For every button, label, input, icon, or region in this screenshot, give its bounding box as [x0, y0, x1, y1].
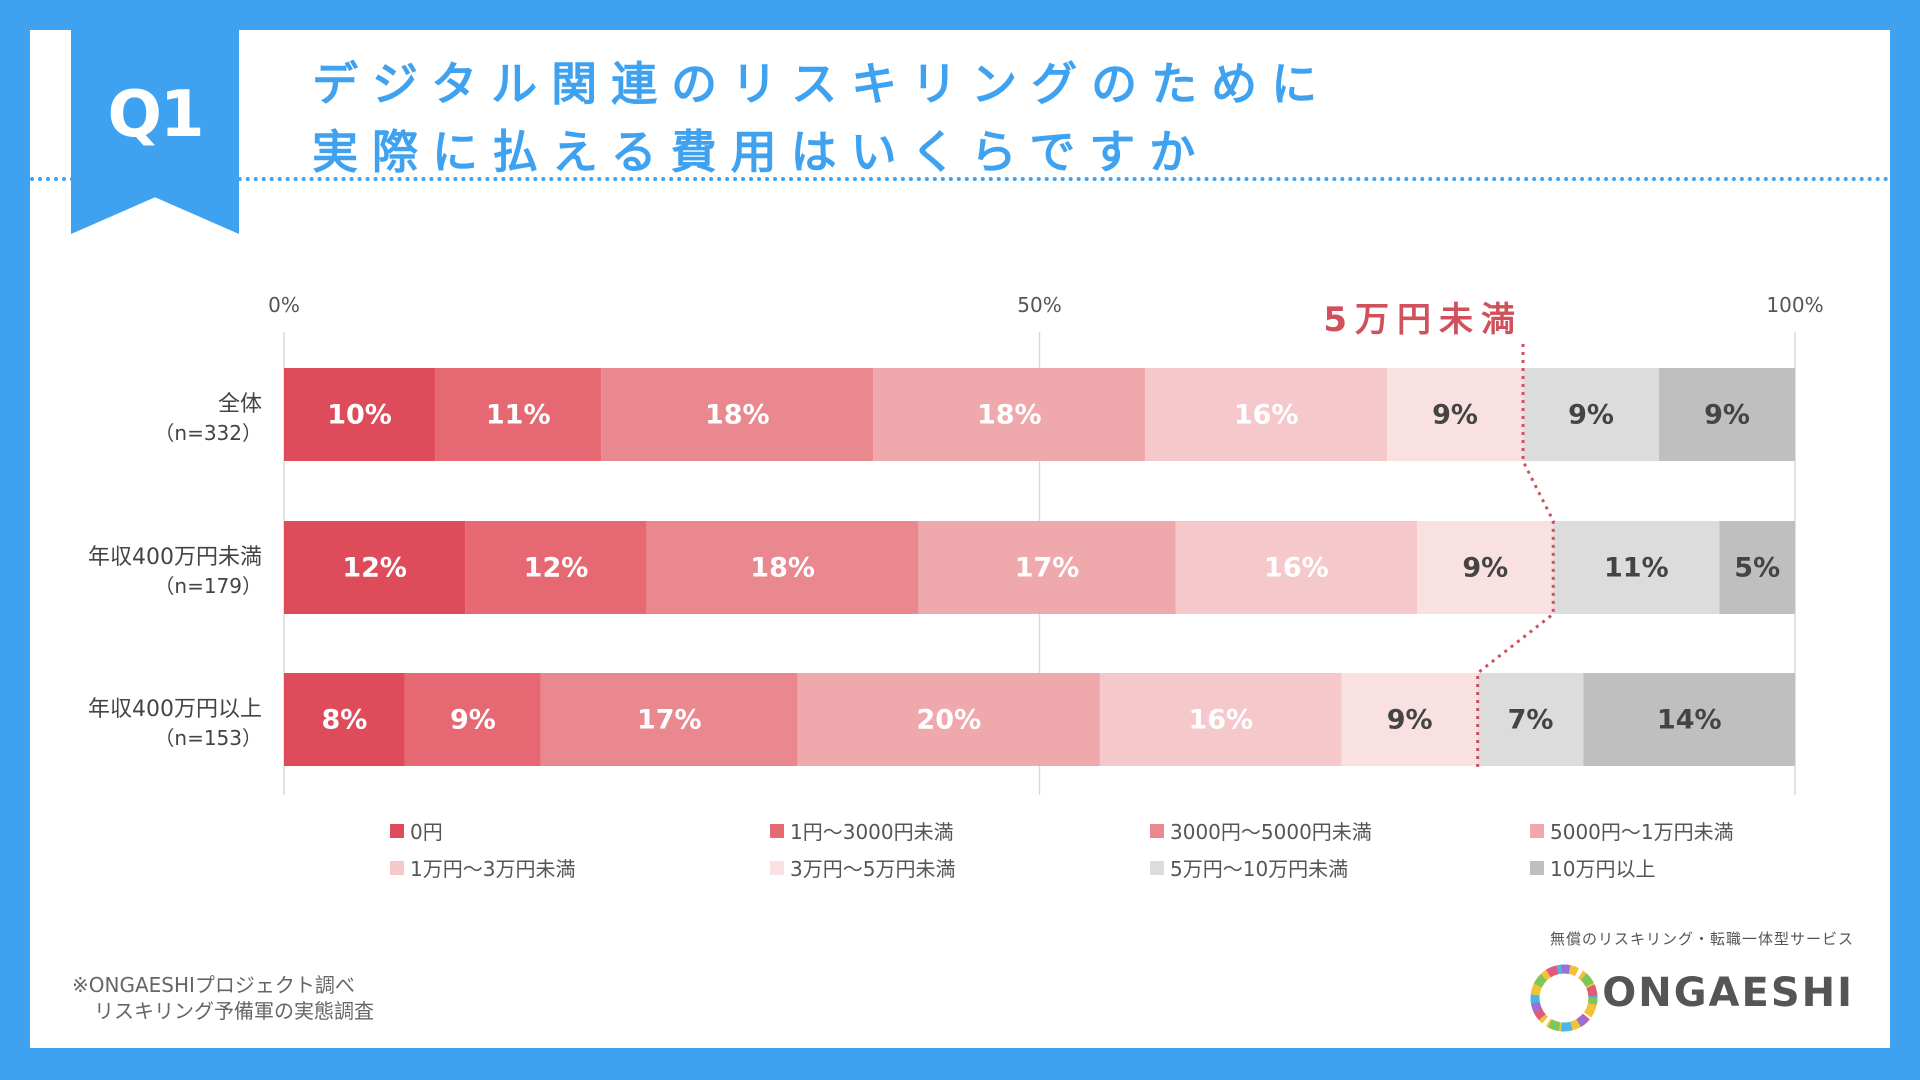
- legend-label: 5万円～10万円未満: [1170, 857, 1349, 881]
- legend-swatch: [1150, 860, 1164, 875]
- footnote-source: ※ONGAESHIプロジェクト調べ: [72, 973, 355, 997]
- bar-data-label: 18%: [705, 400, 770, 431]
- footnote-survey: リスキリング予備軍の実態調査: [94, 999, 374, 1023]
- category-n-label: （n=179）: [154, 574, 262, 598]
- bar-data-label: 18%: [750, 553, 815, 584]
- legend-label: 3万円～5万円未満: [790, 857, 956, 881]
- legend-swatch: [390, 823, 404, 838]
- bar-segment: [284, 673, 405, 766]
- title-divider: [30, 177, 1890, 181]
- brand-tagline: 無償のリスキリング・転職一体型サービス: [1549, 930, 1854, 948]
- bar-data-label: 5%: [1734, 553, 1780, 584]
- bar-segment: [284, 368, 436, 461]
- bar-segment: [1659, 368, 1795, 461]
- legend-swatch: [390, 860, 404, 875]
- bar-segment: [1099, 673, 1342, 766]
- chart-legend: 0円 1円～3000円未満 3000円～5000円未満 5000円～1万円未満 1万円～…: [390, 816, 1790, 882]
- bar-data-label: 9%: [450, 705, 496, 736]
- bar-data-label: 16%: [1234, 400, 1299, 431]
- bar-data-label: 9%: [1704, 400, 1750, 431]
- legend-item: 1万円～3万円未満: [390, 853, 770, 882]
- legend-label: 5000円～1万円未満: [1550, 820, 1734, 844]
- bar-data-label: 12%: [342, 553, 407, 584]
- bar-segment: [918, 521, 1176, 614]
- category-label: 年収400万円未満: [88, 545, 262, 570]
- category-n-label: （n=332）: [154, 421, 262, 445]
- brand-name: ONGAESHI: [1602, 970, 1854, 1016]
- bar-data-label: 20%: [917, 705, 982, 736]
- legend-swatch: [770, 823, 784, 838]
- legend-swatch: [1150, 823, 1164, 838]
- bar-data-label: 8%: [322, 705, 368, 736]
- x-tick-label: 50%: [1017, 293, 1061, 317]
- bar-segment: [435, 368, 602, 461]
- bar-segment: [1341, 673, 1478, 766]
- bar-data-label: 14%: [1657, 705, 1722, 736]
- legend-item: 5000円～1万円未満: [1530, 816, 1790, 845]
- legend-item: 3000円～5000円未満: [1150, 816, 1530, 845]
- legend-item: 5万円～10万円未満: [1150, 853, 1530, 882]
- bar-data-label: 17%: [1015, 553, 1080, 584]
- legend-label: 1円～3000円未満: [790, 820, 954, 844]
- legend-label: 3000円～5000円未満: [1170, 820, 1372, 844]
- bar-segment: [1387, 368, 1524, 461]
- bar-data-label: 16%: [1188, 705, 1253, 736]
- bar-data-label: 7%: [1508, 705, 1554, 736]
- bar-segment: [601, 368, 874, 461]
- bar-segment: [284, 521, 466, 614]
- bar-data-label: 10%: [327, 400, 392, 431]
- legend-item: 0円: [390, 816, 770, 845]
- bar-segment: [1523, 368, 1660, 461]
- bar-segment: [1145, 368, 1388, 461]
- legend-swatch: [1530, 823, 1544, 838]
- bar-segment: [797, 673, 1100, 766]
- bar-segment: [873, 368, 1146, 461]
- threshold-annotation: 5万円未満: [1323, 300, 1523, 340]
- bar-data-label: 18%: [977, 400, 1042, 431]
- bar-segment: [1417, 521, 1554, 614]
- bar-segment: [1175, 521, 1418, 614]
- bar-segment: [1477, 673, 1584, 766]
- x-tick-label: 100%: [1766, 293, 1823, 317]
- bar-segment: [404, 673, 541, 766]
- legend-item: 1円～3000円未満: [770, 816, 1150, 845]
- chart-title-line-2: 実際に払える費用はいくらですか: [312, 125, 1210, 179]
- legend-label: 1万円～3万円未満: [410, 857, 576, 881]
- legend-label: 10万円以上: [1550, 857, 1656, 881]
- threshold-dotted-line: [1476, 344, 1555, 770]
- legend-swatch: [1530, 860, 1544, 875]
- bar-data-label: 9%: [1432, 400, 1478, 431]
- category-label: 年収400万円以上: [88, 697, 262, 722]
- chart-title-line-1: デジタル関連のリスキリングのために: [312, 57, 1332, 111]
- bar-data-label: 16%: [1264, 553, 1329, 584]
- legend-label: 0円: [410, 820, 443, 844]
- bar-data-label: 17%: [637, 705, 702, 736]
- category-n-label: （n=153）: [154, 726, 262, 750]
- bar-segment: [1719, 521, 1795, 614]
- bar-segment: [465, 521, 647, 614]
- bar-segment: [1553, 521, 1720, 614]
- bar-data-label: 12%: [524, 553, 589, 584]
- footnote: ※ONGAESHIプロジェクト調べ リスキリング予備軍の実態調査: [72, 972, 374, 1024]
- bar-segment: [646, 521, 919, 614]
- category-label: 全体: [218, 392, 262, 417]
- bar-segment: [540, 673, 798, 766]
- question-number: Q1: [107, 78, 205, 152]
- bar-data-label: 9%: [1387, 705, 1433, 736]
- bar-data-label: 11%: [1604, 553, 1669, 584]
- bar-data-label: 9%: [1568, 400, 1614, 431]
- x-tick-label: 0%: [268, 293, 300, 317]
- legend-item: 10万円以上: [1530, 853, 1790, 882]
- legend-item: 3万円～5万円未満: [770, 853, 1150, 882]
- bar-data-label: 11%: [486, 400, 551, 431]
- bar-data-label: 9%: [1462, 553, 1508, 584]
- ongaeshi-logo-icon: [1530, 964, 1598, 1032]
- legend-swatch: [770, 860, 784, 875]
- bar-segment: [1583, 673, 1795, 766]
